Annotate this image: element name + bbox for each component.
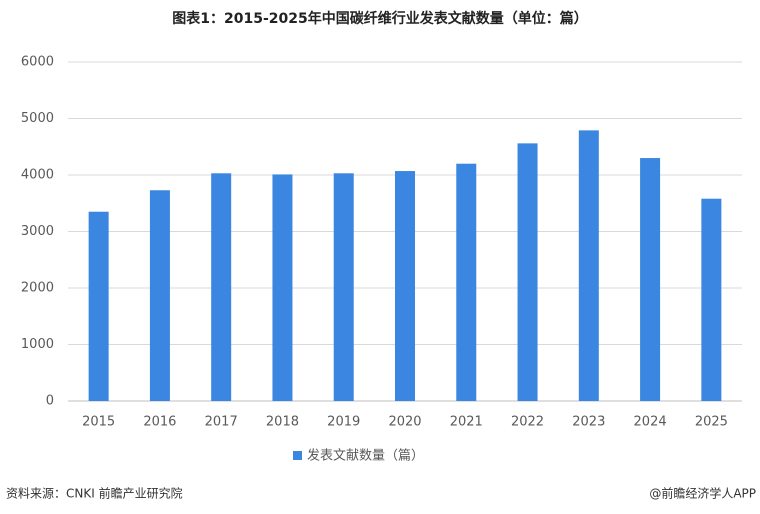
bar	[517, 143, 538, 402]
x-tick-label: 2022	[511, 415, 544, 430]
x-tick-label: 2023	[572, 415, 605, 430]
bar	[149, 190, 170, 401]
y-tick-label: 1000	[21, 337, 54, 352]
credit: @前瞻经济学人APP	[649, 486, 756, 501]
x-tick-label: 2019	[327, 415, 360, 430]
y-tick-label: 2000	[21, 281, 54, 296]
x-tick-label: 2025	[695, 415, 728, 430]
bar	[272, 174, 293, 401]
bar	[640, 158, 661, 401]
x-tick-label: 2015	[82, 415, 115, 430]
bar	[88, 211, 109, 401]
source: 资料来源：CNKI 前瞻产业研究院	[6, 486, 183, 501]
x-tick-label: 2017	[205, 415, 238, 430]
x-tick-label: 2021	[450, 415, 483, 430]
y-tick-label: 5000	[21, 111, 54, 126]
bar	[395, 171, 415, 401]
x-tick-label: 2024	[634, 415, 667, 430]
y-tick-label: 6000	[21, 55, 54, 70]
legend-label: 发表文献数量（篇）	[307, 448, 424, 464]
chart-title: 图表1：2015-2025年中国碳纤维行业发表文献数量（单位：篇）	[172, 10, 587, 27]
bar	[211, 173, 232, 401]
y-tick-label: 4000	[21, 168, 54, 183]
legend-swatch	[293, 451, 302, 460]
bar	[333, 173, 354, 401]
x-tick-label: 2018	[266, 415, 299, 430]
y-tick-label: 3000	[21, 224, 54, 239]
bar	[701, 198, 722, 401]
x-tick-label: 2016	[143, 415, 176, 430]
x-tick-label: 2020	[388, 415, 421, 430]
y-tick-label: 0	[46, 394, 54, 409]
bar	[578, 130, 599, 402]
bar	[456, 163, 477, 401]
